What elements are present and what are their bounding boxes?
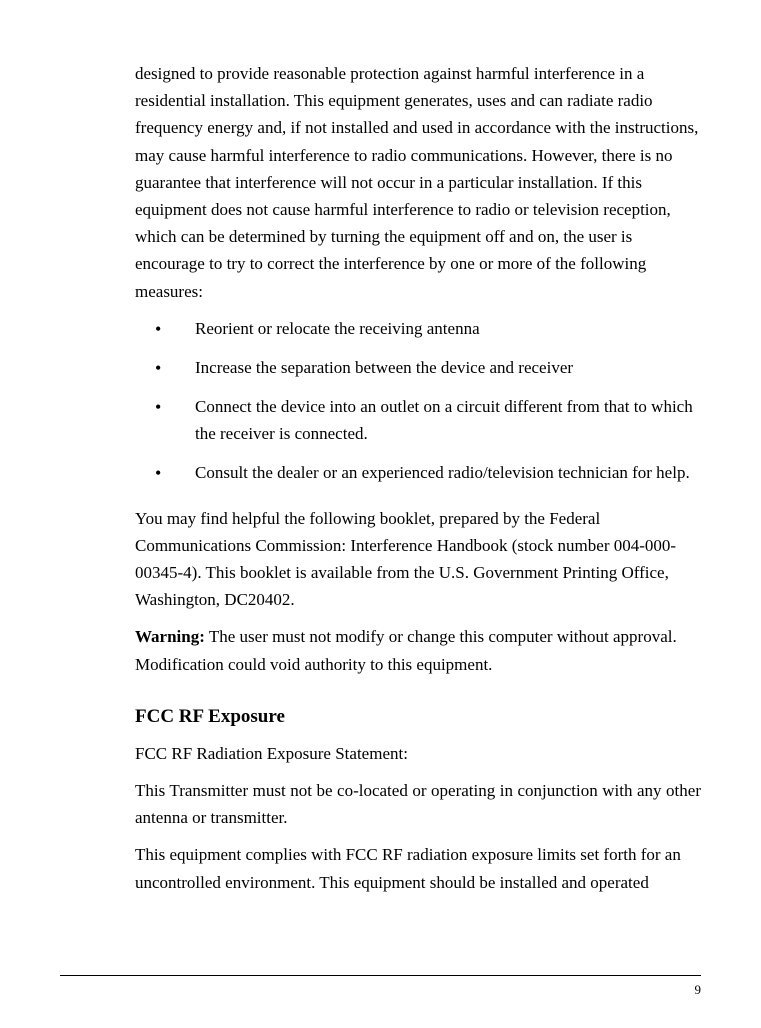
list-item: Consult the dealer or an experienced rad… xyxy=(135,459,701,486)
list-item: Increase the separation between the devi… xyxy=(135,354,701,381)
fcc-rf-heading: FCC RF Exposure xyxy=(135,706,701,728)
page-footer: 9 xyxy=(60,975,701,998)
warning-paragraph: Warning: The user must not modify or cha… xyxy=(135,623,701,677)
list-item: Reorient or relocate the receiving anten… xyxy=(135,315,701,342)
statement-label: FCC RF Radiation Exposure Statement: xyxy=(135,740,701,767)
warning-label: Warning: xyxy=(135,627,205,646)
booklet-paragraph: You may find helpful the following bookl… xyxy=(135,505,701,614)
compliance-paragraph: This equipment complies with FCC RF radi… xyxy=(135,841,701,895)
warning-text: The user must not modify or change this … xyxy=(135,627,677,673)
measures-list: Reorient or relocate the receiving anten… xyxy=(135,315,701,487)
list-item: Connect the device into an outlet on a c… xyxy=(135,393,701,447)
page-content: designed to provide reasonable protectio… xyxy=(0,0,761,1028)
intro-paragraph: designed to provide reasonable protectio… xyxy=(135,60,701,305)
page-number: 9 xyxy=(695,982,702,997)
transmitter-paragraph: This Transmitter must not be co-located … xyxy=(135,777,701,831)
